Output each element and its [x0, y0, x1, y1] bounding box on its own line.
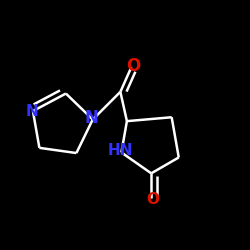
Text: O: O	[126, 56, 140, 74]
Text: HN: HN	[107, 143, 133, 158]
Text: N: N	[25, 104, 38, 118]
Text: O: O	[146, 192, 159, 207]
Text: N: N	[84, 109, 98, 127]
